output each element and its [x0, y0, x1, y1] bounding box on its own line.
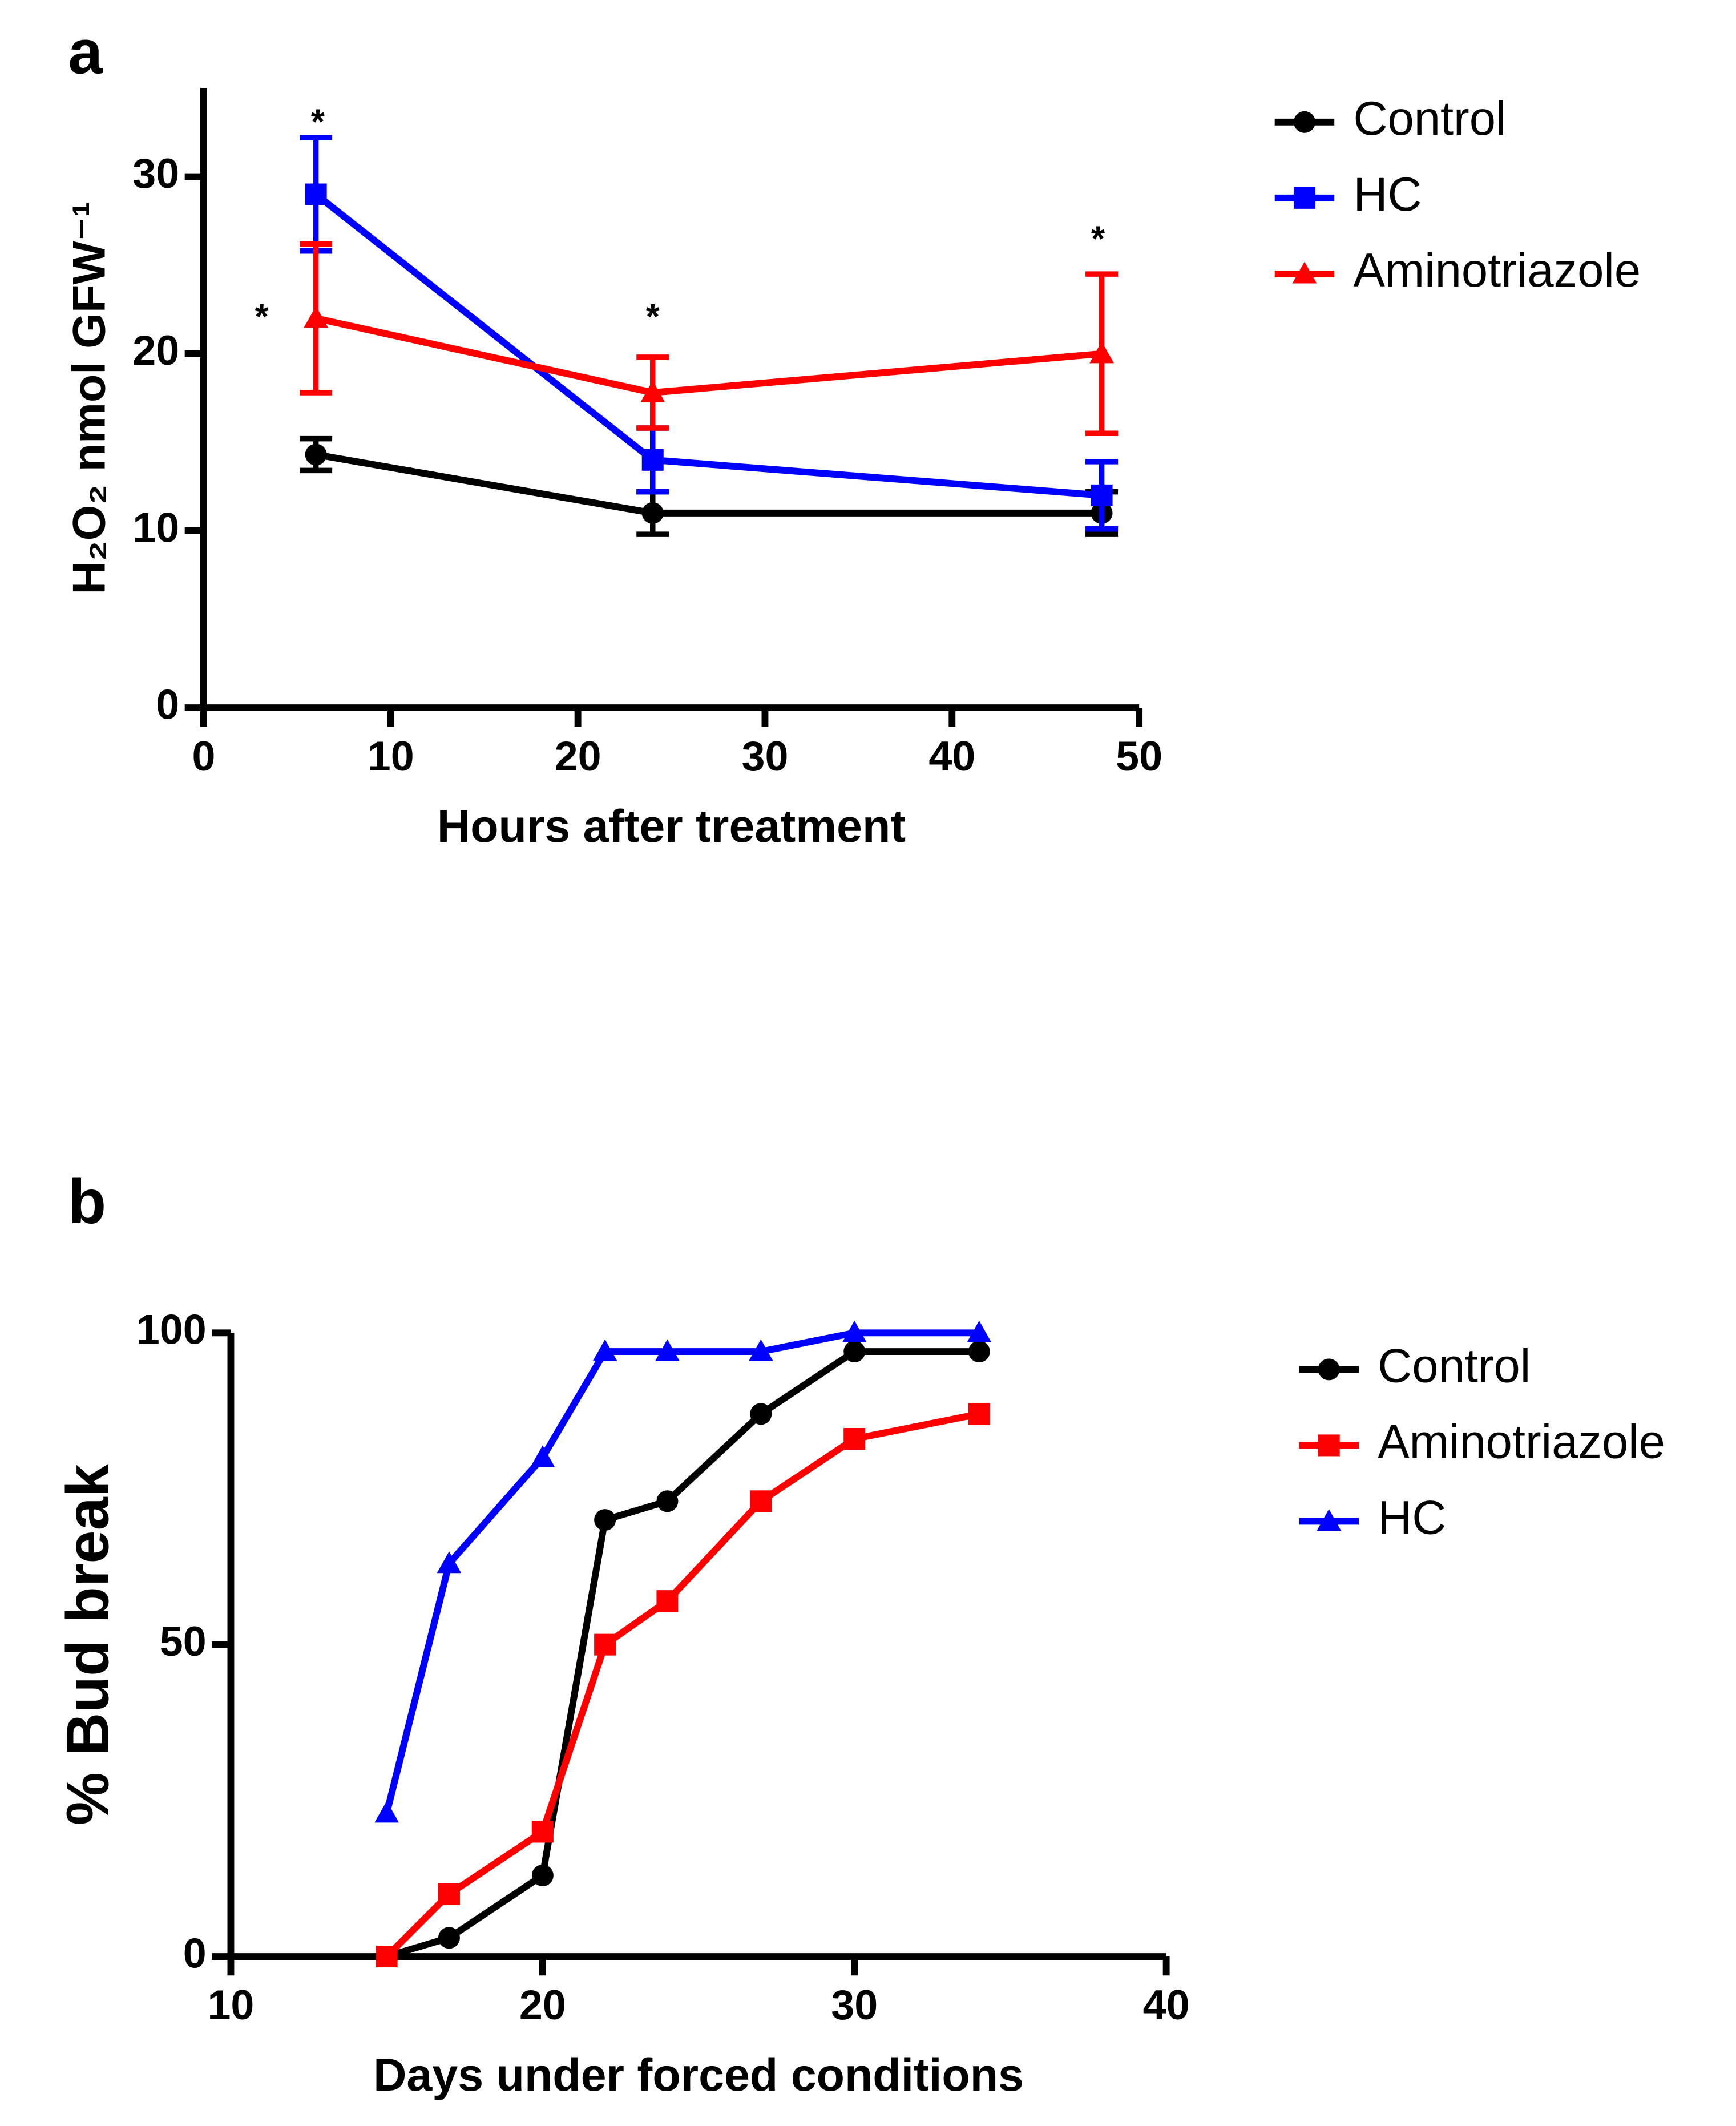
marker: [1318, 1358, 1340, 1381]
annotation: *: [1091, 219, 1105, 259]
marker: [750, 1403, 772, 1425]
series-line: [383, 1329, 979, 1814]
marker: [1317, 1509, 1342, 1531]
y-axis-label: % Bud break: [55, 1463, 122, 1825]
x-tick-label: 40: [1143, 1981, 1190, 2028]
marker: [1318, 1434, 1340, 1457]
x-tick-label: 20: [555, 732, 601, 780]
marker: [843, 1428, 866, 1450]
series-line: [315, 314, 1103, 396]
marker: [641, 449, 664, 471]
y-tick-label: 50: [160, 1617, 207, 1665]
y-tick-label: 20: [132, 326, 179, 374]
marker: [531, 1821, 554, 1843]
y-tick-label: 0: [183, 1929, 207, 1976]
marker: [305, 183, 327, 205]
marker: [305, 443, 327, 466]
marker: [437, 1551, 462, 1574]
marker: [968, 1341, 990, 1363]
marker: [594, 1509, 616, 1531]
legend-label: Control: [1353, 92, 1506, 145]
marker: [594, 1633, 616, 1656]
marker: [640, 380, 665, 402]
y-axis-label: H₂O₂ nmol GFW⁻¹: [63, 201, 115, 595]
legend-label: Aminotriazole: [1353, 244, 1641, 297]
annotation: *: [255, 297, 269, 337]
panel-label: b: [68, 1167, 106, 1237]
y-tick-label: 30: [132, 150, 179, 197]
marker: [530, 1445, 555, 1467]
x-axis-label: Hours after treatment: [437, 801, 906, 852]
marker: [843, 1341, 866, 1363]
marker: [655, 1339, 680, 1361]
legend-label: Control: [1378, 1339, 1531, 1392]
x-tick-label: 50: [1116, 732, 1162, 780]
marker: [750, 1490, 772, 1512]
marker: [376, 1946, 398, 1968]
series-line: [384, 1410, 980, 1959]
marker: [748, 1339, 773, 1361]
x-tick-label: 30: [741, 732, 788, 780]
legend-label: Aminotriazole: [1378, 1415, 1665, 1468]
marker: [592, 1339, 617, 1361]
marker: [1293, 111, 1315, 133]
annotation: *: [311, 103, 325, 142]
marker: [656, 1590, 679, 1612]
x-tick-label: 30: [831, 1981, 878, 2028]
y-tick-label: 10: [132, 503, 179, 551]
marker: [304, 306, 329, 328]
x-tick-label: 0: [192, 732, 215, 780]
annotation: *: [646, 297, 660, 337]
marker: [1091, 484, 1113, 506]
legend-label: HC: [1378, 1491, 1446, 1544]
marker: [656, 1490, 679, 1512]
marker: [968, 1403, 990, 1425]
series-line: [385, 1348, 979, 1960]
legend-label: HC: [1353, 168, 1422, 221]
marker: [531, 1864, 554, 1886]
marker: [1293, 187, 1315, 209]
marker: [438, 1927, 460, 1949]
x-tick-label: 20: [519, 1981, 566, 2028]
y-tick-label: 0: [156, 681, 179, 728]
marker: [1292, 261, 1317, 284]
x-tick-label: 40: [928, 732, 975, 780]
x-tick-label: 10: [368, 732, 414, 780]
marker: [374, 1801, 399, 1823]
panel-label: a: [68, 18, 103, 87]
marker: [1089, 341, 1114, 364]
x-tick-label: 10: [207, 1981, 254, 2028]
y-tick-label: 100: [136, 1306, 207, 1353]
x-axis-label: Days under forced conditions: [373, 2050, 1024, 2101]
marker: [438, 1883, 460, 1905]
marker: [842, 1320, 867, 1342]
marker: [641, 502, 664, 524]
marker: [967, 1320, 992, 1342]
